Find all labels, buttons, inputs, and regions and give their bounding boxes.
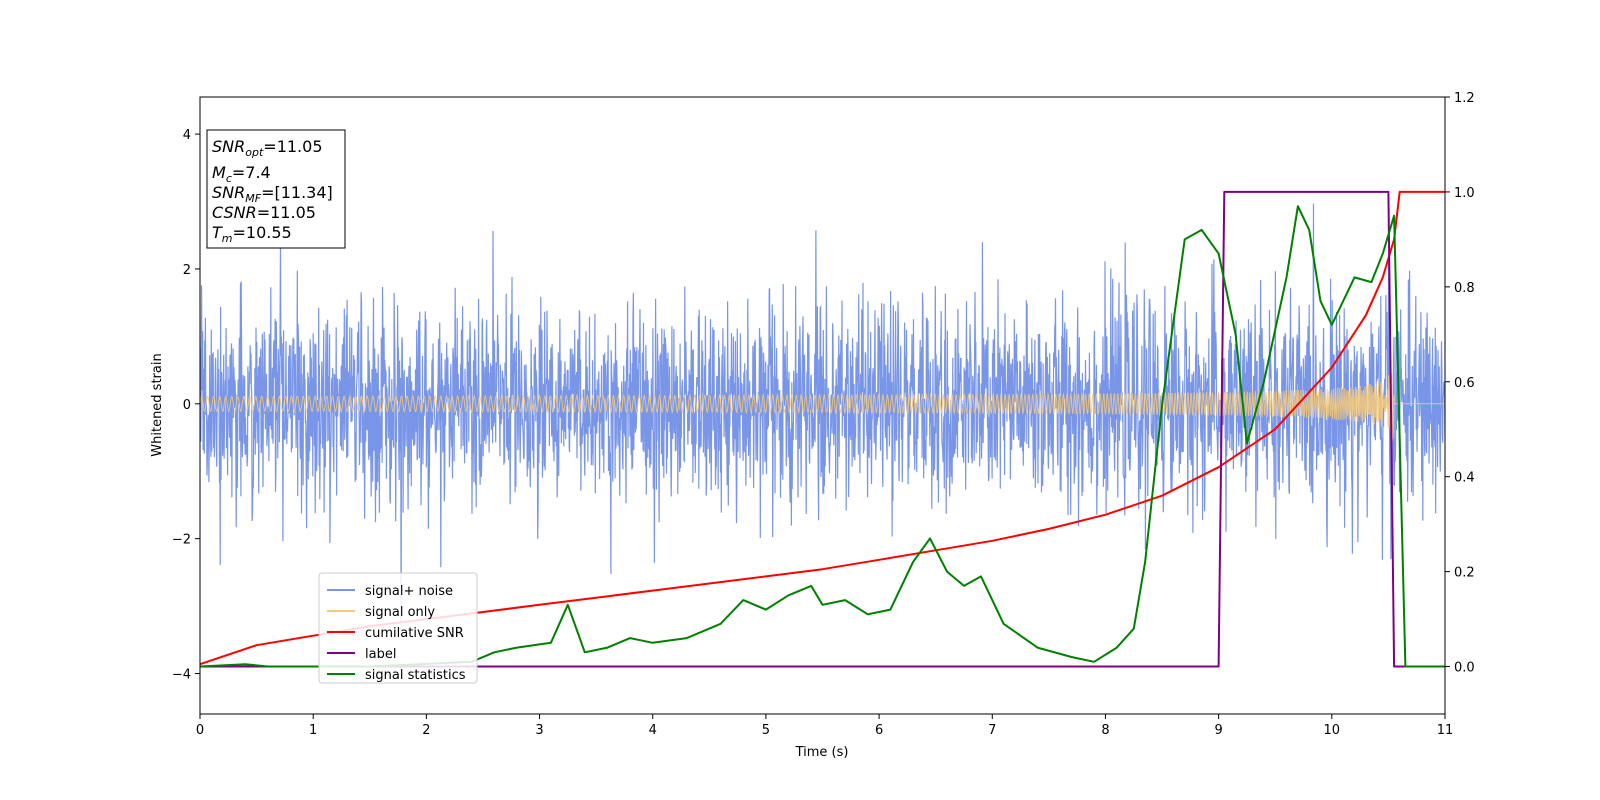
x-tick-label: 5 — [762, 723, 770, 738]
info-snr-mf: SNRMF=[11.34] — [212, 183, 333, 205]
info-tm: Tm=10.55 — [212, 223, 292, 245]
legend-items: signal+ noise signal only cumilative SNR la… — [327, 584, 466, 683]
legend-label: cumilative SNR — [365, 626, 464, 641]
y-right-tick-label: 1.0 — [1454, 186, 1475, 201]
x-axis: 0 1 2 3 4 5 6 7 8 9 10 11 — [196, 714, 1453, 738]
x-tick-label: 4 — [649, 723, 657, 738]
legend-label: signal only — [365, 605, 435, 620]
series-signal-plus-noise — [200, 203, 1445, 631]
y-left-tick-label: −2 — [172, 533, 191, 548]
x-tick-label: 8 — [1101, 723, 1109, 738]
x-tick-label: 1 — [309, 723, 317, 738]
y-right-tick-label: 0.6 — [1454, 376, 1475, 391]
y-right-tick-label: 0.2 — [1454, 566, 1475, 581]
x-tick-label: 3 — [535, 723, 543, 738]
info-box-frame — [206, 129, 346, 249]
x-tick-label: 10 — [1324, 723, 1341, 738]
y-right-tick-label: 0.4 — [1454, 471, 1475, 486]
y-axis-left: −4 −2 0 2 4 — [172, 128, 200, 683]
series-signal-statistics — [200, 205, 1445, 668]
info-snr-opt: SNRopt=11.05 — [212, 137, 323, 159]
x-tick-label: 9 — [1214, 723, 1222, 738]
y-left-tick-label: 2 — [183, 263, 191, 278]
y-left-tick-label: 4 — [183, 128, 191, 143]
y-left-tick-label: −4 — [172, 668, 191, 683]
y-axis-label: Whitened strain — [150, 353, 165, 456]
x-tick-label: 6 — [875, 723, 883, 738]
x-tick-label: 2 — [422, 723, 430, 738]
x-tick-label: 0 — [196, 723, 204, 738]
y-right-tick-label: 0.0 — [1454, 661, 1475, 676]
legend-label: signal+ noise — [365, 584, 453, 599]
y-right-tick-label: 1.2 — [1454, 91, 1475, 106]
x-axis-label: Time (s) — [795, 745, 849, 760]
legend: signal+ noise signal only cumilative SNR la… — [318, 572, 478, 684]
legend-label: signal statistics — [365, 668, 466, 683]
y-axis-right: 0.0 0.2 0.4 0.6 0.8 1.0 1.2 — [1445, 91, 1475, 676]
legend-frame — [318, 572, 478, 684]
legend-label: label — [365, 647, 396, 662]
series-signal-only — [200, 373, 1445, 440]
info-box: SNRopt=11.05 Mc=7.4 SNRMF=[11.34] CSNR=1… — [206, 129, 346, 249]
y-left-tick-label: 0 — [183, 398, 191, 413]
x-tick-label: 7 — [988, 723, 996, 738]
x-tick-label: 11 — [1437, 723, 1454, 738]
plot-frame — [199, 96, 1446, 715]
y-right-tick-label: 0.8 — [1454, 281, 1475, 296]
info-csnr: CSNR=11.05 — [212, 203, 316, 222]
series-label — [200, 190, 1445, 668]
info-mc: Mc=7.4 — [212, 163, 271, 185]
